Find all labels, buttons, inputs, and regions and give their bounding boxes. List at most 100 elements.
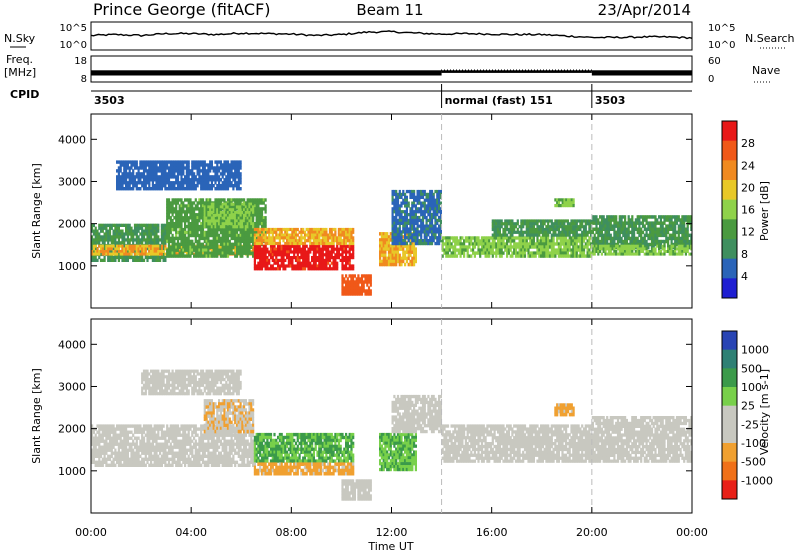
freq-right-tick-top: 60 — [708, 56, 721, 67]
velocity-colorbar-label: Velocity [m s-1] — [758, 369, 771, 455]
colorbar-tick: 28 — [741, 137, 755, 150]
colorbar-tick: 100 — [741, 381, 762, 394]
freq-label-line1: Freq. — [6, 53, 33, 66]
frequency-bar-0 — [91, 70, 442, 76]
colorbar-tick: -500 — [741, 456, 766, 469]
beam-label: Beam 11 — [356, 1, 423, 19]
colorbar-swatch — [722, 349, 737, 369]
heatmap-region-14 — [591, 244, 692, 256]
mode-change-lines — [441, 114, 593, 513]
y-tick-label: 1000 — [58, 260, 86, 273]
colorbar-swatch — [722, 368, 737, 388]
heatmap-region-5 — [341, 479, 372, 501]
heatmap-region-11 — [491, 219, 593, 237]
x-tick-label: 04:00 — [175, 526, 207, 539]
frequency-bars — [91, 70, 692, 76]
power-yticks: 1000 2000 3000 4000 — [58, 133, 692, 273]
heatmap-region-9 — [554, 403, 575, 417]
station-title: Prince George (fitACF) — [93, 0, 271, 19]
cpid-label: CPID — [10, 88, 39, 101]
heatmap-region-5 — [253, 244, 355, 271]
freq-left-tick-bottom: 8 — [81, 74, 87, 85]
heatmap-region-10 — [591, 416, 692, 463]
x-tick-label: 12:00 — [376, 526, 408, 539]
heatmap-region-13 — [591, 215, 692, 250]
x-tick-label: 16:00 — [476, 526, 508, 539]
cpid-segment-0: 3503 — [94, 94, 125, 107]
sky-left-tick-top: 10^5 — [60, 23, 87, 34]
power-colorbar: 28 24 20 16 12 8 4 — [721, 120, 755, 299]
colorbar-tick: 24 — [741, 159, 755, 172]
velocity-yticks: 1000 2000 3000 4000 — [58, 338, 692, 478]
power-ylabel: Slant Range [km] — [30, 163, 43, 259]
colorbar-swatch — [722, 424, 737, 444]
colorbar-swatch — [722, 219, 737, 240]
colorbar-tick: 12 — [741, 226, 755, 239]
colorbar-tick: 4 — [741, 270, 748, 283]
colorbar-swatch — [722, 121, 737, 142]
x-tick-label: 00:00 — [75, 526, 107, 539]
sky-left-tick-bottom: 10^0 — [60, 40, 87, 51]
y-tick-label: 3000 — [58, 175, 86, 188]
heatmap-region-6 — [253, 227, 355, 246]
velocity-heatmap — [91, 369, 692, 501]
y-tick-label: 2000 — [58, 218, 86, 231]
colorbar-tick: -100 — [741, 437, 766, 450]
heatmap-region-2 — [203, 399, 255, 434]
sky-right-label: N.Search — [745, 32, 795, 45]
sky-right-tick-bottom: 10^0 — [708, 40, 735, 51]
heatmap-region-7 — [341, 274, 372, 296]
x-tick-label: 00:00 — [676, 526, 708, 539]
x-tick-label: 08:00 — [275, 526, 307, 539]
colorbar-swatch — [722, 180, 737, 201]
colorbar-swatch — [722, 443, 737, 463]
sky-noise-panel — [90, 21, 693, 51]
colorbar-tick: 16 — [741, 204, 755, 217]
freq-left-tick-top: 18 — [74, 56, 87, 67]
power-heatmap — [91, 160, 692, 296]
colorbar-tick: 20 — [741, 181, 755, 194]
sky-right-tick-top: 10^5 — [708, 23, 735, 34]
velocity-ylabel: Slant Range [km] — [30, 368, 43, 464]
freq-label-line2: [MHz] — [4, 66, 36, 79]
date-label: 23/Apr/2014 — [598, 1, 691, 19]
frequency-bar-2 — [591, 70, 692, 76]
nave-label: Nave — [752, 64, 780, 77]
heatmap-region-6 — [379, 432, 417, 472]
colorbar-tick: -25 — [741, 418, 759, 431]
power-colorbar-label: Power [dB] — [758, 181, 771, 241]
colorbar-swatch — [722, 199, 737, 220]
heatmap-region-3 — [203, 202, 255, 229]
x-tick-label: 20:00 — [576, 526, 608, 539]
colorbar-tick: 25 — [741, 400, 755, 413]
freq-right-tick-bottom: 0 — [708, 74, 714, 85]
frequency-panel — [90, 55, 693, 83]
colorbar-tick: 1000 — [741, 344, 769, 357]
colorbar-swatch — [722, 480, 737, 500]
colorbar-swatch — [722, 140, 737, 161]
y-tick-label: 1000 — [58, 465, 86, 478]
heatmap-region-9 — [391, 189, 442, 246]
heatmap-region-3 — [253, 432, 355, 463]
colorbar-swatch — [722, 160, 737, 181]
velocity-colorbar: 1000 500 100 25 -25 -100 -500 -1000 — [721, 330, 773, 500]
colorbar-swatch — [722, 461, 737, 481]
cpid-segment-2: 3503 — [595, 94, 626, 107]
cpid-segment-1: normal (fast) 151 — [445, 94, 553, 107]
colorbar-tick: 500 — [741, 362, 762, 375]
sky-left-label: N.Sky — [4, 32, 36, 45]
heatmap-region-10 — [441, 236, 593, 258]
y-tick-label: 2000 — [58, 423, 86, 436]
cpid-segments: 3503 normal (fast) 151 3503 — [94, 84, 625, 108]
heatmap-region-0 — [91, 223, 167, 262]
heatmap-region-1 — [141, 369, 242, 396]
colorbar-swatch — [722, 278, 737, 299]
y-tick-label: 4000 — [58, 338, 86, 351]
colorbar-swatch — [722, 258, 737, 279]
colorbar-swatch — [722, 331, 737, 351]
y-tick-label: 3000 — [58, 380, 86, 393]
colorbar-tick: -1000 — [741, 474, 773, 487]
heatmap-region-8 — [441, 424, 593, 463]
heatmap-region-7 — [391, 394, 442, 434]
